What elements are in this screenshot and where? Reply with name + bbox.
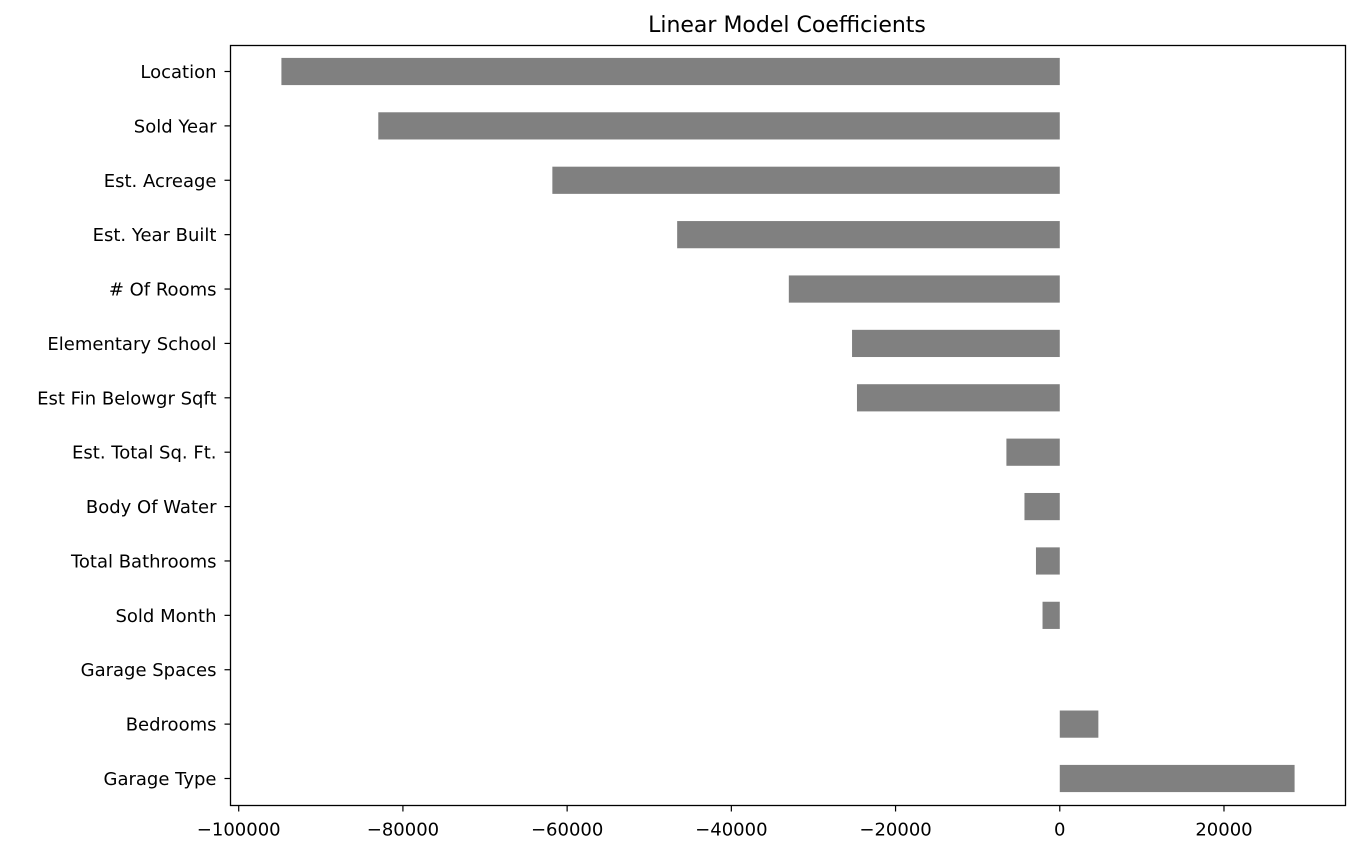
x-tick-label: −100000 (197, 820, 281, 841)
bar (852, 329, 1060, 358)
y-tick-label: Body Of Water (86, 497, 217, 518)
y-tick-label: Bedrooms (126, 715, 217, 736)
y-tick-label: Sold Month (115, 606, 216, 627)
y-tick-label: Est. Total Sq. Ft. (72, 443, 216, 464)
x-tick-label: −20000 (859, 820, 931, 841)
plot-frame (229, 44, 1347, 807)
x-tick-label: −80000 (367, 820, 439, 841)
y-tick-label: # Of Rooms (109, 280, 217, 301)
bars-group (281, 57, 1295, 793)
y-tick-label: Elementary School (47, 334, 216, 355)
x-tick-label: 0 (1054, 820, 1065, 841)
x-tick-label: −40000 (695, 820, 767, 841)
y-axis: Location Sold Year Est. Acreage Est. Year B… (37, 62, 231, 790)
y-tick-label: Est. Year Built (93, 225, 217, 246)
y-tick-label: Sold Year (134, 116, 217, 137)
y-tick-label: Garage Type (104, 769, 217, 790)
bar (1006, 438, 1060, 466)
bar (1059, 764, 1295, 793)
y-tick-label: Total Bathrooms (70, 551, 217, 572)
chart-title: Linear Model Coefficients (648, 13, 926, 38)
bar (677, 221, 1060, 249)
bar (1042, 601, 1060, 629)
x-axis: −100000 −80000 −60000 −40000 −20000 0 20000 (197, 805, 1253, 841)
y-tick-label: Garage Spaces (81, 660, 217, 681)
bar (1024, 492, 1060, 521)
x-tick-label: −60000 (531, 820, 603, 841)
y-tick-label: Est Fin Belowgr Sqft (37, 388, 216, 409)
bar (552, 166, 1060, 194)
bar (1035, 547, 1060, 575)
bar (1059, 710, 1099, 738)
x-tick-label: 20000 (1195, 820, 1252, 841)
bar (856, 384, 1060, 412)
bar (378, 112, 1060, 140)
y-tick-label: Location (140, 62, 216, 83)
y-tick-label: Est. Acreage (104, 171, 217, 192)
bar (788, 275, 1060, 303)
bar (281, 57, 1060, 86)
